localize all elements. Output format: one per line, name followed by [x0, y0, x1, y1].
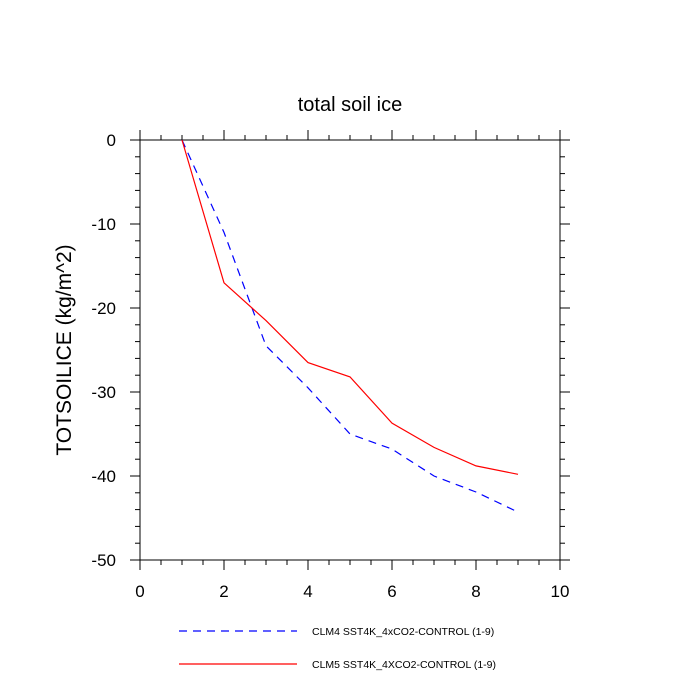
series-line-2: [181, 139, 519, 475]
legend: CLM4 SST4K_4xCO2-CONTROL (1-9) CLM5 SST4K…: [179, 626, 496, 671]
plot-frame: [139, 139, 561, 561]
chart-title: total soil ice: [298, 94, 403, 116]
x-tick-label: 10: [551, 582, 570, 601]
y-tick-label: -40: [91, 467, 116, 486]
legend-label-2: CLM5 SST4K_4XCO2-CONTROL (1-9): [312, 659, 496, 671]
y-tick-label: -30: [91, 383, 116, 402]
series-lines: [181, 139, 519, 513]
x-tick-label: 2: [219, 582, 228, 601]
series-line-1: [181, 139, 519, 513]
y-tick-label: 0: [107, 131, 116, 150]
x-tick-label: 6: [387, 582, 396, 601]
y-tick-label: -10: [91, 215, 116, 234]
y-tick-label: -50: [91, 551, 116, 570]
x-tick-label: 0: [135, 582, 144, 601]
y-axis-label: TOTSOILICE (kg/m^2): [53, 244, 76, 455]
y-tick-label: -20: [91, 299, 116, 318]
legend-label-1: CLM4 SST4K_4xCO2-CONTROL (1-9): [312, 626, 494, 638]
axis-ticks: 0 2 4 6 8 10 0 -10 -20 -30 -40 -50: [91, 130, 570, 601]
x-tick-label: 4: [303, 582, 312, 601]
x-tick-label: 8: [471, 582, 480, 601]
